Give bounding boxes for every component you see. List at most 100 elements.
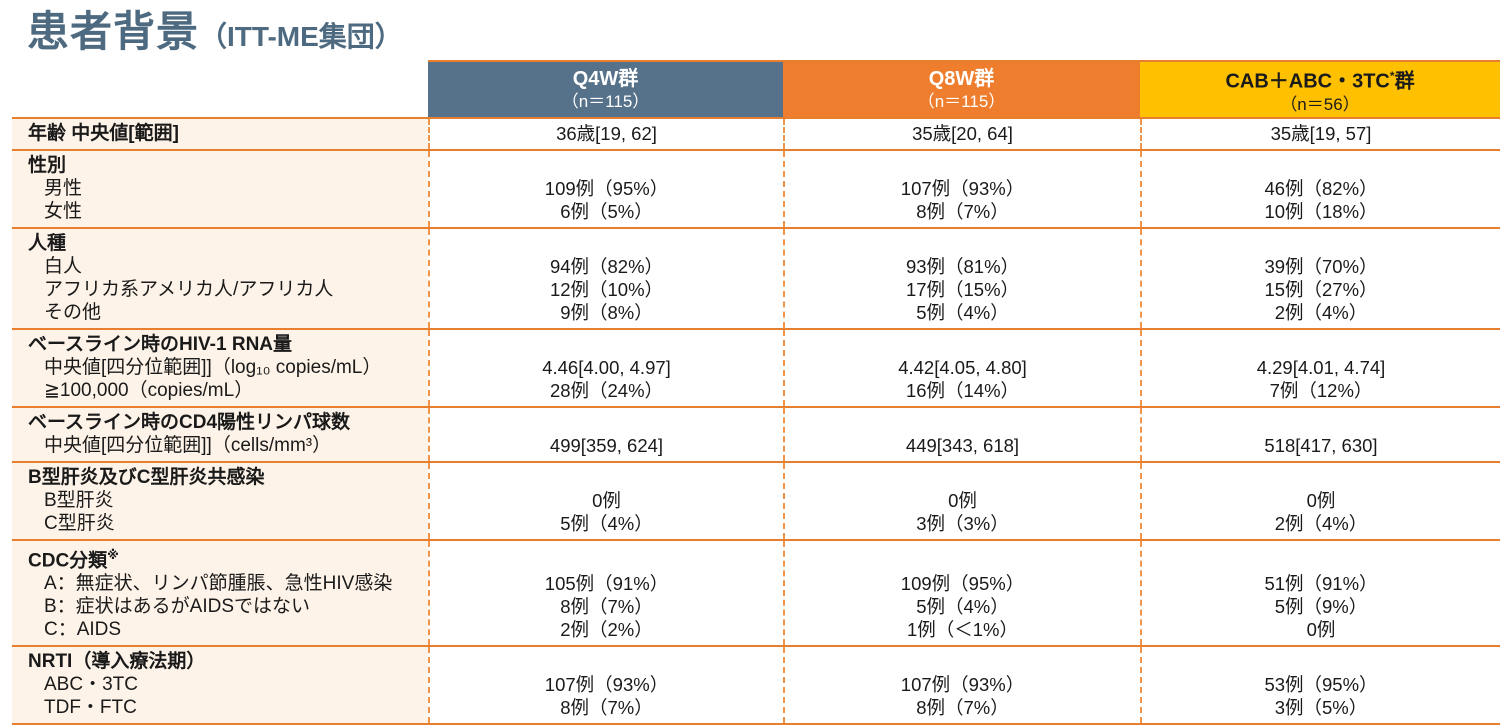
value-line	[785, 232, 1140, 255]
value-line: 8例（7%）	[560, 596, 653, 618]
value-line: 0例	[1306, 490, 1336, 511]
value-cell: 35歳[19, 57]	[1140, 119, 1500, 149]
value-line	[430, 154, 783, 177]
value-cell: 53例（95%） 3例（5%）	[1140, 647, 1500, 724]
value-line: 94例（82%）	[549, 256, 664, 277]
value-cell: 449[343, 618]	[783, 408, 1140, 461]
value-line: 17例（15%）	[905, 279, 1020, 300]
row-label: 女性	[44, 201, 83, 222]
row-label: ベースライン時のHIV-1 RNA量	[28, 334, 293, 355]
table-corner-cell	[12, 60, 428, 117]
value-line: 518[417, 630]	[1264, 435, 1378, 456]
value-line: 35歳[19, 57]	[1270, 123, 1372, 144]
value-line: 2例（4%）	[1274, 513, 1368, 534]
value-line: 8例（7%）	[916, 697, 1009, 719]
row-label: A：無症状、リンパ節腫脹、急性HIV感染	[44, 573, 393, 595]
value-cell: 0例 2例（4%）	[1140, 463, 1500, 539]
value-line: 7例（12%）	[1269, 380, 1373, 401]
value-line: 109例（95%）	[544, 178, 669, 199]
value-cell: 109例（95%） 5例（4%） 1例（＜1%）	[783, 541, 1140, 646]
column-header-label: Q4W群	[572, 68, 639, 90]
table-group-5: ベースライン時のCD4陽性リンパ球数 中央値[四分位範囲]]（cells/mm³）…	[12, 406, 1500, 461]
value-line: 107例（93%）	[544, 674, 669, 696]
row-label: B型肝炎及びC型肝炎共感染	[28, 467, 265, 488]
value-line: 2例（4%）	[1274, 302, 1368, 323]
column-header-1: Q4W群 （n＝115）	[428, 60, 783, 117]
column-header-label: Q8W群	[928, 68, 995, 90]
table-group-7: CDC分類※ A：無症状、リンパ節腫脹、急性HIV感染 B：症状はあるがAIDSでは…	[12, 539, 1500, 646]
value-line	[1142, 466, 1500, 489]
row-label: アフリカ系アメリカ人/アフリカ人	[44, 279, 334, 300]
value-line: 4.42[4.05, 4.80]	[898, 357, 1027, 378]
value-line	[1142, 650, 1500, 673]
page-title: 患者背景（ITT-ME集団）	[27, 6, 403, 63]
value-line: 3例（3%）	[916, 513, 1009, 534]
value-cell: 93例（81%） 17例（15%） 5例（4%）	[783, 229, 1140, 328]
value-line: 36歳[19, 62]	[556, 123, 657, 144]
value-line: 28例（24%）	[549, 380, 664, 401]
table-group-3: 人種 白人 アフリカ系アメリカ人/アフリカ人 その他 94例（82%） 12例（10%）…	[12, 227, 1500, 328]
value-line	[430, 650, 783, 673]
value-line: 4.29[4.01, 4.74]	[1256, 357, 1386, 378]
row-label: NRTI（導入療法期）	[28, 651, 206, 673]
row-label: 男性	[44, 178, 83, 199]
value-cell: 107例（93%） 8例（7%）	[783, 151, 1140, 227]
column-header-n: （n＝115）	[917, 92, 1006, 111]
row-label: C型肝炎	[44, 513, 115, 534]
value-line: 35歳[20, 64]	[912, 123, 1013, 144]
value-line: 3例（5%）	[1274, 697, 1368, 719]
column-header-3: CAB＋ABC・3TC*群 （n＝56）	[1140, 60, 1500, 117]
value-line	[430, 333, 783, 356]
table-group-6: B型肝炎及びC型肝炎共感染 B型肝炎 C型肝炎 0例 5例（4%） 0例 3例（3%） …	[12, 461, 1500, 539]
row-label-cell: B型肝炎及びC型肝炎共感染 B型肝炎 C型肝炎	[12, 463, 428, 539]
value-line	[1142, 232, 1500, 255]
value-line: 107例（93%）	[900, 178, 1025, 199]
value-line: 2例（2%）	[560, 619, 653, 641]
table-header-row: Q4W群 （n＝115） Q8W群 （n＝115） CAB＋ABC・3TC*群 （n＝56…	[12, 60, 1500, 117]
value-cell: 0例 3例（3%）	[783, 463, 1140, 539]
row-label: C：AIDS	[44, 619, 122, 641]
value-line: 12例（10%）	[549, 279, 664, 300]
value-cell: 46例（82%） 10例（18%）	[1140, 151, 1500, 227]
column-header-n: （n＝56）	[1280, 94, 1360, 114]
row-label-cell: NRTI（導入療法期） ABC・3TC TDF・FTC	[12, 647, 428, 724]
column-header-2: Q8W群 （n＝115）	[783, 60, 1140, 117]
value-line: 6例（5%）	[560, 201, 653, 222]
value-line	[1142, 411, 1500, 434]
row-label: 人種	[28, 233, 67, 254]
value-line: 109例（95%）	[900, 573, 1025, 595]
value-line	[1142, 154, 1500, 177]
value-line	[430, 411, 783, 434]
value-cell: 4.42[4.05, 4.80] 16例（14%）	[783, 330, 1140, 406]
value-line: 9例（8%）	[560, 302, 653, 323]
value-line: 39例（70%）	[1264, 256, 1378, 277]
row-label-cell: CDC分類※ A：無症状、リンパ節腫脹、急性HIV感染 B：症状はあるがAIDSでは…	[12, 541, 428, 646]
row-label: 白人	[44, 256, 83, 277]
row-label: B：症状はあるがAIDSではない	[44, 596, 311, 618]
value-cell: 107例（93%） 8例（7%）	[428, 647, 783, 724]
table-group-4: ベースライン時のHIV-1 RNA量 中央値[四分位範囲]]（log₁₀ copi…	[12, 328, 1500, 406]
value-line	[785, 333, 1140, 356]
value-line: 1例（＜1%）	[906, 619, 1019, 641]
value-cell: 4.29[4.01, 4.74] 7例（12%）	[1140, 330, 1500, 406]
value-line: 15例（27%）	[1264, 279, 1378, 300]
row-label: ≧100,000（copies/mL）	[44, 380, 254, 401]
table-body: 年齢 中央値[範囲] 36歳[19, 62] 35歳[20, 64] 35歳[19, …	[12, 117, 1500, 725]
row-label-cell: 性別 男性 女性	[12, 151, 428, 227]
row-label: 性別	[28, 155, 67, 176]
value-line	[785, 154, 1140, 177]
value-line: 499[359, 624]	[549, 435, 664, 456]
row-label: TDF・FTC	[44, 697, 137, 719]
value-cell: 109例（95%） 6例（5%）	[428, 151, 783, 227]
value-line: 107例（93%）	[900, 674, 1025, 696]
value-line	[430, 232, 783, 255]
value-line: 0例	[1306, 619, 1336, 641]
row-label: 中央値[四分位範囲]]（cells/mm³）	[44, 435, 332, 456]
row-label: ABC・3TC	[44, 674, 138, 696]
value-line: 53例（95%）	[1264, 674, 1378, 696]
row-label-cell: ベースライン時のCD4陽性リンパ球数 中央値[四分位範囲]]（cells/mm³）	[12, 408, 428, 461]
value-line: 105例（91%）	[544, 573, 669, 595]
column-header-n: （n＝115）	[561, 92, 650, 111]
row-label: その他	[44, 302, 102, 323]
value-line: 51例（91%）	[1264, 573, 1378, 595]
